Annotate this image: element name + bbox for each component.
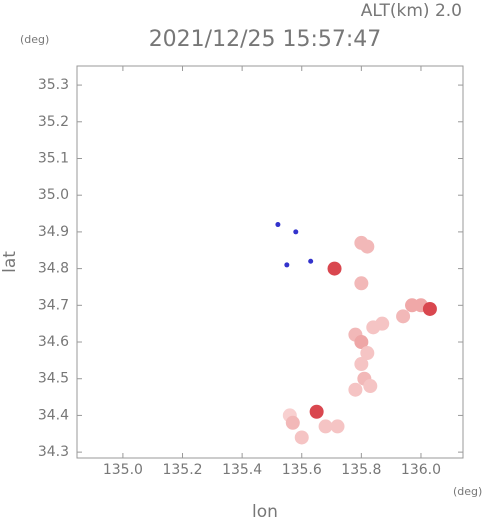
y-tick-label: 34.9 bbox=[38, 224, 69, 240]
radar-echo bbox=[275, 222, 281, 228]
y-axis-label: lat bbox=[0, 251, 20, 273]
plot-frame bbox=[76, 65, 464, 459]
radar-echo bbox=[354, 357, 369, 372]
x-tick-label: 135.0 bbox=[103, 462, 143, 478]
radar-echo bbox=[360, 346, 375, 361]
radar-echo bbox=[363, 379, 378, 394]
y-tick-label: 35.2 bbox=[38, 114, 69, 130]
radar-echo bbox=[285, 415, 300, 430]
subtitle: ALT(km) 2.0 bbox=[361, 1, 462, 21]
y-tick-label: 35.0 bbox=[38, 187, 69, 203]
radar-echo bbox=[293, 229, 299, 235]
radar-echo bbox=[308, 258, 314, 264]
y-tick-label: 34.7 bbox=[38, 297, 69, 313]
y-unit: (deg) bbox=[20, 33, 49, 46]
radar-echo bbox=[318, 419, 333, 434]
y-tick-label: 34.3 bbox=[38, 444, 69, 460]
radar-echo bbox=[348, 382, 363, 397]
radar-echo bbox=[284, 262, 290, 268]
radar-echo bbox=[327, 261, 342, 276]
radar-echo bbox=[294, 430, 309, 445]
radar-echo bbox=[396, 309, 411, 324]
radar-echo bbox=[354, 276, 369, 291]
x-tick-label: 135.4 bbox=[222, 462, 262, 478]
radar-echo bbox=[330, 419, 345, 434]
x-tick-label: 136.0 bbox=[401, 462, 441, 478]
x-tick-label: 135.6 bbox=[282, 462, 322, 478]
radar-echo bbox=[354, 335, 369, 350]
radar-echo bbox=[375, 316, 390, 331]
y-tick-label: 35.1 bbox=[38, 150, 69, 166]
radar-echo bbox=[360, 239, 375, 254]
x-tick-label: 135.2 bbox=[162, 462, 202, 478]
radar-echo bbox=[422, 301, 437, 316]
chart-title: 2021/12/25 15:57:47 bbox=[149, 27, 382, 52]
y-tick-label: 34.5 bbox=[38, 371, 69, 387]
y-tick-label: 34.8 bbox=[38, 261, 69, 277]
x-axis-label: lon bbox=[252, 502, 278, 521]
y-tick-label: 34.6 bbox=[38, 334, 69, 350]
radar-echo bbox=[309, 404, 324, 419]
x-tick-label: 135.8 bbox=[341, 462, 381, 478]
x-unit: (deg) bbox=[453, 485, 482, 498]
y-tick-label: 34.4 bbox=[38, 407, 69, 423]
y-tick-label: 35.3 bbox=[38, 77, 69, 93]
